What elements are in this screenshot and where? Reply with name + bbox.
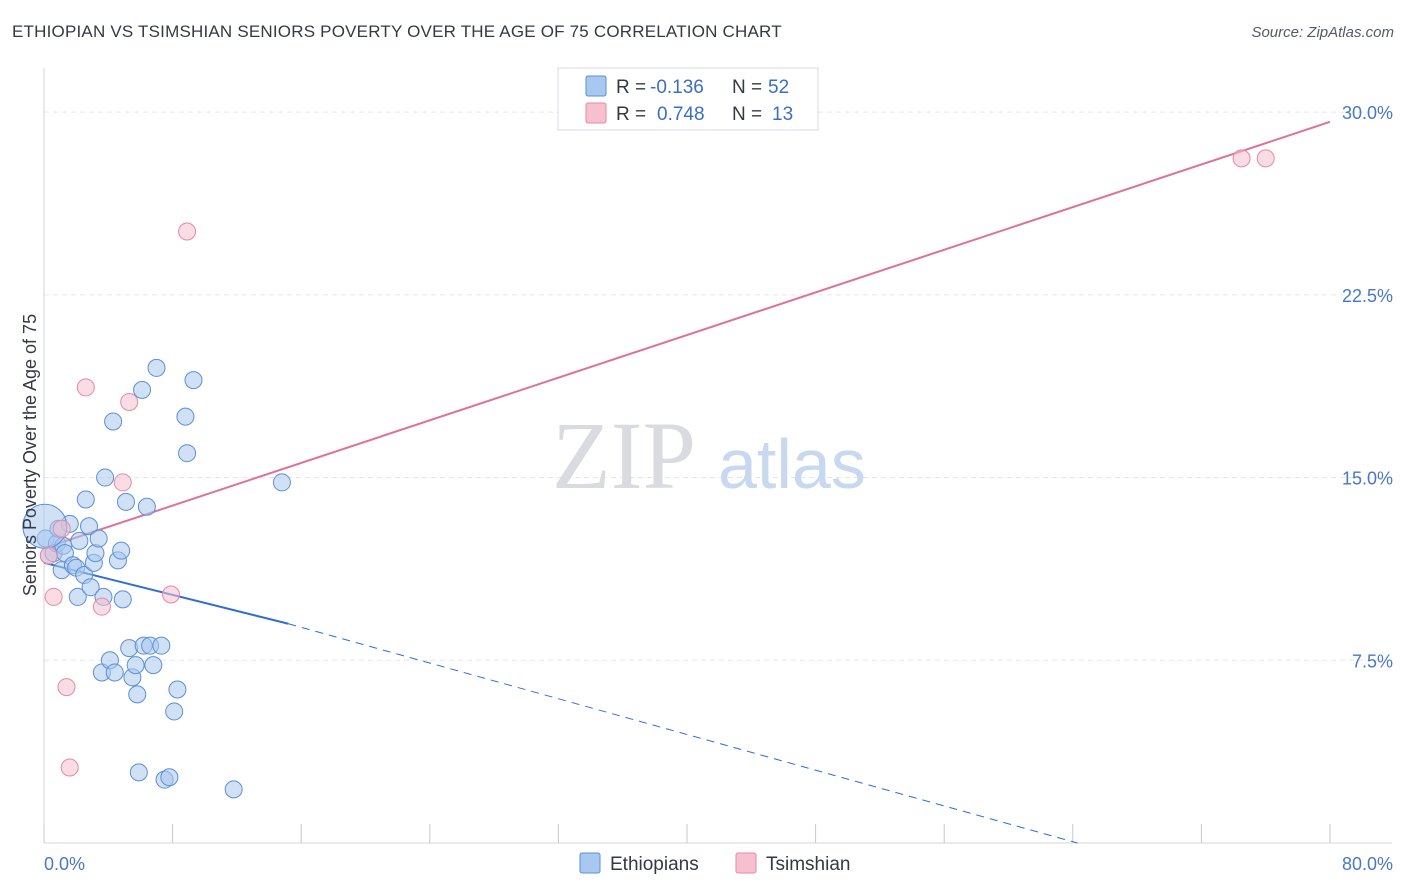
point-tsimshian-5 xyxy=(76,378,95,397)
series-legend: Ethiopians Tsimshian xyxy=(579,852,850,875)
point-ethiopians-25 xyxy=(105,663,124,682)
legend-r-value-tsimshian: 0.748 xyxy=(657,104,705,125)
point-ethiopians-49 xyxy=(224,780,243,799)
legend-n-value-ethiopians: 52 xyxy=(768,77,789,98)
point-tsimshian-6 xyxy=(92,597,111,616)
trend-line-tsimshian xyxy=(43,120,1331,550)
point-ethiopians-18 xyxy=(86,544,105,563)
x-tick-label-0: 0.0% xyxy=(44,854,85,874)
series-legend-swatch-tsimshian xyxy=(735,852,757,874)
trend-line-ethiopians-extrapolated xyxy=(288,623,1078,844)
point-ethiopians-15 xyxy=(80,517,99,536)
point-tsimshian-10 xyxy=(178,222,197,241)
point-ethiopians-45 xyxy=(168,680,187,699)
point-tsimshian-11 xyxy=(1232,149,1251,168)
y-tick-label-2: 22.5% xyxy=(1342,286,1393,306)
point-tsimshian-12 xyxy=(1256,149,1275,168)
point-ethiopians-16 xyxy=(81,578,100,597)
legend-swatch-ethiopians xyxy=(585,75,607,97)
watermark-atlas: atlas xyxy=(718,425,866,503)
point-ethiopians-28 xyxy=(113,590,132,609)
y-axis-title: Seniors Poverty Over the Age of 75 xyxy=(20,314,40,596)
point-ethiopians-22 xyxy=(96,468,115,487)
series-legend-label-ethiopians: Ethiopians xyxy=(610,854,699,875)
series-legend-swatch-ethiopians xyxy=(579,852,601,874)
point-tsimshian-1 xyxy=(44,587,63,606)
point-ethiopians-48 xyxy=(184,371,203,390)
axes xyxy=(43,68,1392,844)
gridlines xyxy=(44,111,1392,661)
point-ethiopians-47 xyxy=(178,444,197,463)
point-tsimshian-2 xyxy=(52,519,71,538)
y-tick-label-3: 30.0% xyxy=(1342,103,1393,123)
point-ethiopians-44 xyxy=(165,702,184,721)
series-legend-label-tsimshian: Tsimshian xyxy=(766,854,850,875)
legend-swatch-tsimshian xyxy=(585,102,607,124)
x-tick-labels: 0.0% 80.0% xyxy=(44,854,1393,874)
point-ethiopians-27 xyxy=(112,541,131,560)
point-ethiopians-40 xyxy=(147,358,166,377)
point-ethiopians-34 xyxy=(129,763,148,782)
chart-source: Source: ZipAtlas.com xyxy=(1251,24,1394,41)
y-tick-labels: 7.5% 15.0% 22.5% 30.0% xyxy=(1342,103,1393,671)
point-ethiopians-24 xyxy=(104,412,123,431)
x-tick-label-1: 80.0% xyxy=(1342,854,1393,874)
point-ethiopians-14 xyxy=(76,490,95,509)
point-ethiopians-29 xyxy=(116,492,135,511)
point-ethiopians-33 xyxy=(128,685,147,704)
point-tsimshian-0 xyxy=(39,546,58,565)
point-ethiopians-41 xyxy=(152,636,171,655)
point-ethiopians-43 xyxy=(160,768,179,787)
legend-n-label-tsimshian: N = xyxy=(732,104,762,125)
legend-r-label-tsimshian: R = xyxy=(616,104,646,125)
point-ethiopians-39 xyxy=(144,656,163,675)
point-tsimshian-8 xyxy=(120,393,139,412)
watermark-zip: ZIP xyxy=(552,402,696,509)
point-ethiopians-12 xyxy=(70,531,89,550)
legend-n-label-ethiopians: N = xyxy=(732,77,762,98)
point-ethiopians-19 xyxy=(89,529,108,548)
legend-r-value-ethiopians: -0.136 xyxy=(650,77,704,98)
point-ethiopians-35 xyxy=(133,380,152,399)
point-ethiopians-50 xyxy=(272,473,291,492)
chart-title: ETHIOPIAN VS TSIMSHIAN SENIORS POVERTY O… xyxy=(12,22,782,41)
y-tick-label-1: 15.0% xyxy=(1342,469,1393,489)
point-tsimshian-9 xyxy=(161,585,180,604)
point-ethiopians-37 xyxy=(137,497,156,516)
watermark: ZIP atlas xyxy=(552,402,866,509)
point-ethiopians-46 xyxy=(176,407,195,426)
point-tsimshian-3 xyxy=(57,678,76,697)
y-tick-label-0: 7.5% xyxy=(1352,651,1393,671)
legend-n-value-tsimshian: 13 xyxy=(772,104,793,125)
legend: R = -0.136 N = 52 R = 0.748 N = 13 xyxy=(557,67,819,131)
data-points xyxy=(22,149,1275,799)
point-tsimshian-4 xyxy=(60,758,79,777)
point-ethiopians-32 xyxy=(126,656,145,675)
point-ethiopians-11 xyxy=(68,587,87,606)
legend-r-label-ethiopians: R = xyxy=(616,77,646,98)
point-tsimshian-7 xyxy=(113,473,132,492)
